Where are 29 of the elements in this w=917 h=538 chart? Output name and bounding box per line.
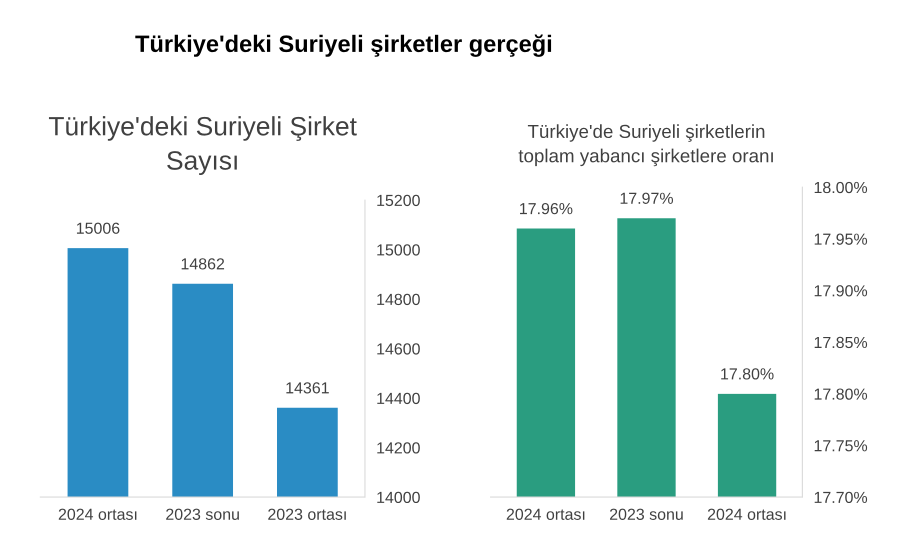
x-tick-label: 2023 sonu	[610, 508, 683, 520]
y-tick-label: 18.00%	[814, 182, 868, 194]
y-tick-label: 17.80%	[814, 388, 868, 400]
y-tick-label: 17.75%	[814, 440, 868, 452]
chart-title: Türkiye'deki Suriyeli Şirket Sayısı	[48, 116, 357, 176]
y-tick-label: 15200	[377, 194, 420, 206]
y-tick-label: 17.70%	[814, 492, 868, 504]
y-tick-label: 14000	[377, 492, 420, 504]
data-label: 17.97%	[620, 192, 674, 204]
y-tick-label: 14200	[377, 442, 420, 454]
x-tick-label: 2024 ortası	[506, 508, 584, 520]
y-tick-label: 14600	[377, 343, 420, 355]
x-tick-label: 2024 ortası	[708, 508, 786, 520]
x-tick-label: 2023 ortası	[268, 508, 346, 520]
data-label: 17.96%	[520, 202, 572, 214]
chart-title: Türkiye'de Suriyeli şirketlerin toplam yabancı şirketlere oranı	[518, 124, 773, 166]
y-tick-label: 14800	[377, 294, 420, 306]
data-label: 17.80%	[721, 368, 774, 380]
x-tick-label: 2023 sonu	[166, 508, 239, 520]
y-tick-label: 15000	[377, 244, 420, 256]
text: Türkiye'deki Suriyeli şirketler gerçeği	[135, 34, 552, 57]
y-tick-label: 17.85%	[814, 336, 868, 348]
data-label: 14361	[286, 382, 329, 394]
y-tick-label: 14400	[377, 392, 420, 404]
x-tick-label: 2024 ortası	[58, 508, 136, 520]
y-tick-label: 17.95%	[814, 234, 868, 245]
y-tick-label: 17.90%	[814, 285, 868, 296]
data-label: 14862	[182, 258, 224, 270]
data-label: 15006	[76, 222, 120, 234]
